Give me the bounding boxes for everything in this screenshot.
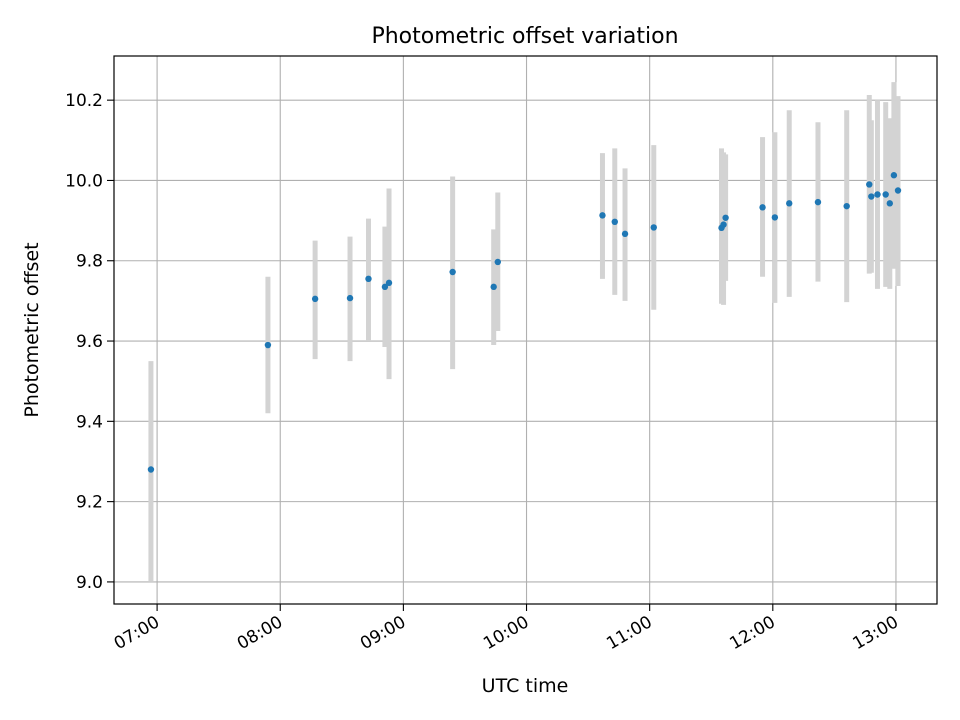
y-tick-label: 9.6: [76, 332, 103, 352]
y-tick-label: 9.8: [76, 252, 103, 272]
data-point: [490, 283, 497, 291]
y-tick-label: 9.0: [76, 573, 103, 593]
data-point: [449, 268, 456, 276]
data-point: [759, 204, 766, 211]
y-axis-label: Photometric offset: [21, 242, 43, 417]
y-tick-label: 10.0: [65, 171, 103, 191]
data-point: [611, 218, 618, 226]
x-axis-label: UTC time: [482, 675, 569, 697]
y-tick-label: 9.2: [76, 493, 103, 513]
data-point: [720, 221, 727, 228]
data-point: [494, 258, 501, 266]
data-point: [650, 224, 657, 231]
data-point: [874, 191, 881, 198]
data-point: [621, 230, 629, 238]
point-layer: [147, 172, 902, 473]
chart-title: Photometric offset variation: [371, 24, 678, 49]
data-point: [843, 202, 850, 210]
y-tick-label: 10.2: [65, 91, 103, 111]
data-point: [882, 191, 889, 198]
data-point: [311, 295, 319, 303]
data-point: [866, 181, 873, 188]
data-point: [894, 187, 902, 194]
data-point: [886, 200, 893, 207]
data-point: [264, 341, 272, 349]
y-tick-label: 9.4: [76, 412, 103, 432]
plot-area-frame: [113, 55, 938, 605]
data-point: [814, 198, 822, 206]
data-point: [599, 212, 606, 219]
data-point: [786, 200, 793, 207]
data-point: [381, 283, 389, 291]
data-point: [722, 214, 729, 221]
data-point: [346, 294, 354, 302]
data-point: [868, 193, 875, 200]
data-point: [365, 275, 372, 283]
data-point: [890, 172, 898, 179]
data-point: [385, 279, 393, 287]
data-point: [771, 214, 779, 221]
data-point: [147, 466, 155, 473]
